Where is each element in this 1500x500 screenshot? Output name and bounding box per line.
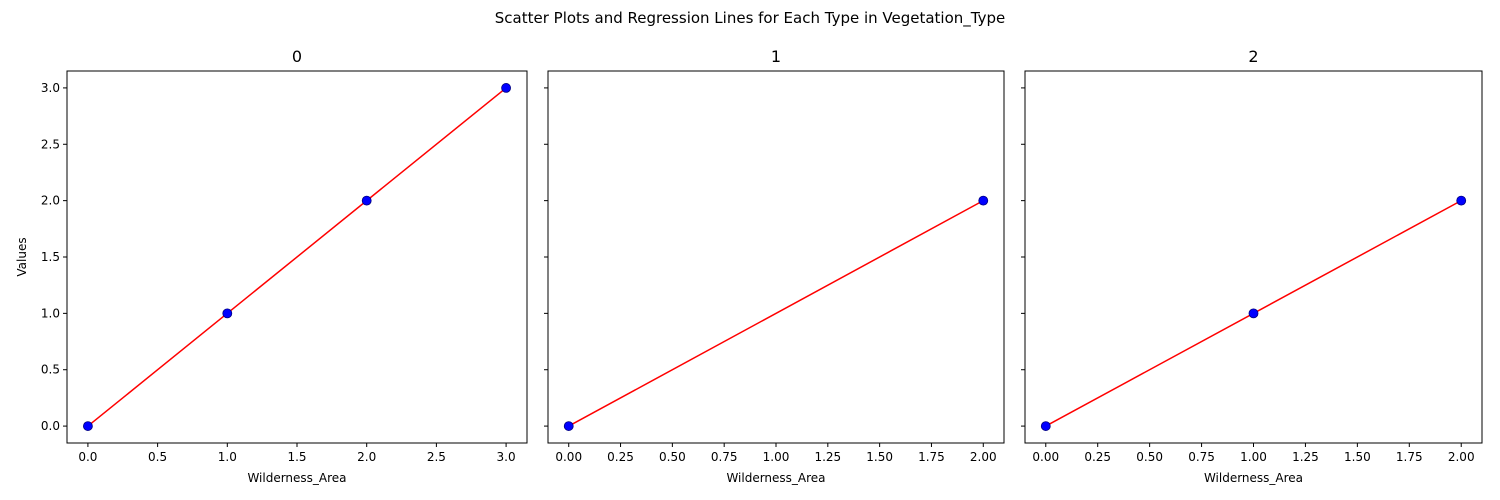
plot-frame xyxy=(1024,70,1483,444)
subplots: 0 0.0 0.5 1.0 1.5 2.0 2.5 3.0 0.0 0.5 1.0 1.5 2.0 2.5… xyxy=(41,47,1483,485)
y-tick-label: 2.5 xyxy=(41,137,60,151)
x-tick-label: 1.50 xyxy=(1344,450,1371,464)
scatter-point xyxy=(361,195,372,206)
y-tick-label: 0.0 xyxy=(41,419,60,433)
scatter-point xyxy=(1456,195,1467,206)
x-tick-label: 1.25 xyxy=(1292,450,1319,464)
subplot-title: 1 xyxy=(771,47,781,66)
figure-suptitle: Scatter Plots and Regression Lines for E… xyxy=(495,9,1005,28)
x-tick-label: 2.5 xyxy=(427,450,446,464)
y-tick-label: 0.5 xyxy=(41,363,60,377)
x-tick-label: 1.75 xyxy=(918,450,945,464)
x-tick-label: 0.25 xyxy=(1084,450,1111,464)
y-tick-label: 2.0 xyxy=(41,194,60,208)
x-tick-label: 1.00 xyxy=(763,450,790,464)
y-tick-label: 3.0 xyxy=(41,81,60,95)
plot-frame xyxy=(547,70,1005,444)
x-tick-label: 0.75 xyxy=(711,450,738,464)
scatter-point xyxy=(1040,421,1051,431)
x-tick-label: 0.25 xyxy=(607,450,634,464)
x-tick-label: 0.50 xyxy=(659,450,686,464)
x-tick-label: 2.00 xyxy=(970,450,997,464)
x-tick-label: 1.00 xyxy=(1240,450,1267,464)
x-tick-label: 3.0 xyxy=(497,450,516,464)
x-tick-label: 2.0 xyxy=(357,450,376,464)
x-tick-label: 1.0 xyxy=(218,450,237,464)
y-axis-label: Values xyxy=(15,237,29,276)
y-tick-label: 1.0 xyxy=(41,306,60,320)
regression-line xyxy=(568,199,984,427)
scatter-point xyxy=(501,83,511,93)
scatter-point xyxy=(222,308,233,319)
x-tick-label: 1.5 xyxy=(287,450,306,464)
subplot-0: 0 0.0 0.5 1.0 1.5 2.0 2.5 3.0 0.0 0.5 1.0 1.5 2.0 2.5… xyxy=(41,47,528,485)
regression-line xyxy=(87,87,507,427)
subplot-2: 2 0.00 0.25 0.50 0.75 1.00 1.25 1.50 1.75 2.00 Wil… xyxy=(1021,47,1483,485)
x-axis-label: Wilderness_Area xyxy=(726,471,825,485)
y-tick-label: 1.5 xyxy=(41,250,60,264)
scatter-point xyxy=(978,195,989,206)
x-tick-label: 2.00 xyxy=(1448,450,1475,464)
x-axis-label: Wilderness_Area xyxy=(1204,471,1303,485)
subplot-title: 2 xyxy=(1248,47,1258,66)
x-tick-label: 0.00 xyxy=(1032,450,1059,464)
scatter-point xyxy=(83,421,93,431)
scatter-point xyxy=(1248,308,1259,319)
subplot-1: 1 0.00 0.25 0.50 0.75 1.00 1.25 1.50 1.75 2.00 Wil… xyxy=(544,47,1005,485)
x-tick-label: 0.75 xyxy=(1188,450,1215,464)
x-tick-label: 1.50 xyxy=(866,450,893,464)
x-tick-label: 0.5 xyxy=(148,450,167,464)
x-tick-label: 1.25 xyxy=(814,450,841,464)
x-tick-label: 0.00 xyxy=(555,450,582,464)
scatter-point xyxy=(563,421,574,431)
subplot-title: 0 xyxy=(292,47,302,66)
x-tick-label: 0.0 xyxy=(78,450,97,464)
x-axis-label: Wilderness_Area xyxy=(247,471,346,485)
x-tick-label: 1.75 xyxy=(1396,450,1423,464)
x-tick-label: 0.50 xyxy=(1136,450,1163,464)
